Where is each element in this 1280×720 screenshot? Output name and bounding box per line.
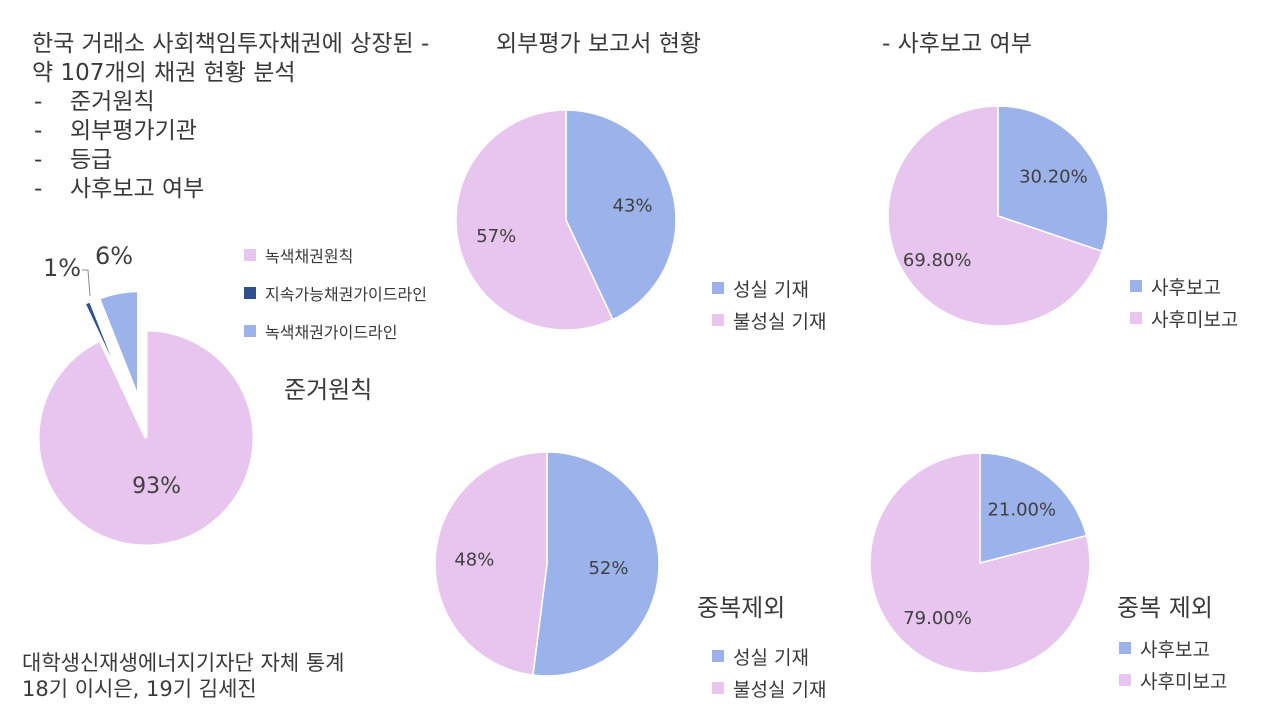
external-review-title: 외부평가 보고서 현황 (496, 31, 702, 57)
legend-swatch (712, 650, 724, 662)
chart5-legend: 사후보고 사후미보고 (1119, 632, 1227, 696)
pie-slice (434, 451, 548, 676)
legend-swatch (244, 325, 256, 337)
legend-label: 성실 기재 (733, 278, 809, 301)
analysis-items-list: 준거원칙 외부평가기관 등급 사후보고 여부 (32, 88, 429, 204)
leader-line (82, 269, 91, 297)
legend-item: 사후보고 (1130, 270, 1238, 302)
legend-label: 사후보고 (1151, 276, 1221, 299)
pie-slice (997, 105, 1109, 253)
pie-slice (565, 109, 677, 321)
legend-swatch (244, 287, 256, 299)
pie-slice (979, 452, 1088, 564)
legend-label: 사후보고 (1140, 638, 1210, 661)
source-line-2: 18기 이시은, 19기 김세진 (22, 677, 257, 701)
chart4-title: 중복제외 (697, 594, 786, 622)
chart1-legend: 녹색채권원칙 지속가능채권가이드라인 녹색채권가이드라인 (244, 236, 427, 350)
data-label: 79.00% (903, 608, 972, 629)
data-label: 69.80% (903, 250, 972, 271)
pie-slice (532, 451, 660, 677)
legend-label: 불성실 기재 (733, 678, 827, 701)
legend-label: 불성실 기재 (733, 310, 827, 333)
chart3-legend: 사후보고 사후미보고 (1130, 270, 1238, 334)
legend-swatch (712, 682, 724, 694)
legend-item: 불성실 기재 (712, 304, 826, 336)
legend-swatch (1130, 312, 1142, 324)
legend-swatch (244, 249, 256, 261)
data-label: 43% (613, 195, 653, 216)
source-line-1: 대학생신재생에너지기자단 자체 통계 (22, 651, 345, 675)
legend-item: 지속가능채권가이드라인 (244, 274, 427, 312)
pie-slice (455, 109, 614, 331)
pie-slice (82, 298, 132, 402)
legend-label: 사후미보고 (1151, 308, 1239, 331)
legend-label: 지속가능채권가이드라인 (265, 285, 427, 304)
title-block: 한국 거래소 사회책임투자채권에 상장된 - 약 107개의 채권 현황 분석 … (32, 30, 429, 204)
chart2-legend: 성실 기재 불성실 기재 (712, 272, 826, 336)
legend-item: 사후미보고 (1130, 302, 1238, 334)
pie-slice (96, 289, 141, 400)
data-label: 52% (588, 558, 628, 579)
legend-item: 성실 기재 (712, 272, 826, 304)
legend-label: 사후미보고 (1140, 670, 1228, 693)
legend-swatch (1130, 280, 1142, 292)
analysis-item: 등급 (32, 146, 429, 175)
analysis-item: 사후보고 여부 (32, 175, 429, 204)
legend-item: 녹색채권가이드라인 (244, 312, 427, 350)
data-label: 1% (43, 254, 81, 282)
legend-item: 사후보고 (1119, 632, 1227, 664)
legend-item: 성실 기재 (712, 640, 826, 672)
legend-item: 사후미보고 (1119, 664, 1227, 696)
data-label: 93% (132, 474, 181, 499)
legend-swatch (1119, 642, 1131, 654)
chart5-title: 중복 제외 (1117, 594, 1213, 622)
chart1-title: 준거원칙 (284, 376, 373, 404)
data-label: 21.00% (987, 499, 1056, 520)
legend-label: 녹색채권가이드라인 (265, 323, 398, 342)
legend-label: 녹색채권원칙 (265, 247, 354, 266)
post-report-title: - 사후보고 여부 (882, 31, 1032, 57)
analysis-item: 준거원칙 (32, 88, 429, 117)
legend-swatch (1119, 674, 1131, 686)
pie-slice (36, 328, 256, 548)
legend-label: 성실 기재 (733, 646, 809, 669)
legend-swatch (712, 314, 724, 326)
legend-item: 불성실 기재 (712, 672, 826, 704)
data-label: 6% (95, 242, 133, 270)
analysis-item: 외부평가기관 (32, 117, 429, 146)
chart4-legend: 성실 기재 불성실 기재 (712, 640, 826, 704)
data-label: 30.20% (1019, 167, 1088, 188)
title-line-1: 한국 거래소 사회책임투자채권에 상장된 - (32, 31, 430, 57)
title-line-2: 약 107개의 채권 현황 분석 (32, 60, 296, 86)
source-credit: 대학생신재생에너지기자단 자체 통계 18기 이시은, 19기 김세진 (22, 650, 344, 702)
legend-swatch (712, 282, 724, 294)
legend-item: 녹색채권원칙 (244, 236, 427, 274)
pie-slice (887, 105, 1104, 327)
data-label: 57% (476, 226, 516, 247)
pie-slice (869, 452, 1091, 674)
data-label: 48% (454, 550, 494, 571)
